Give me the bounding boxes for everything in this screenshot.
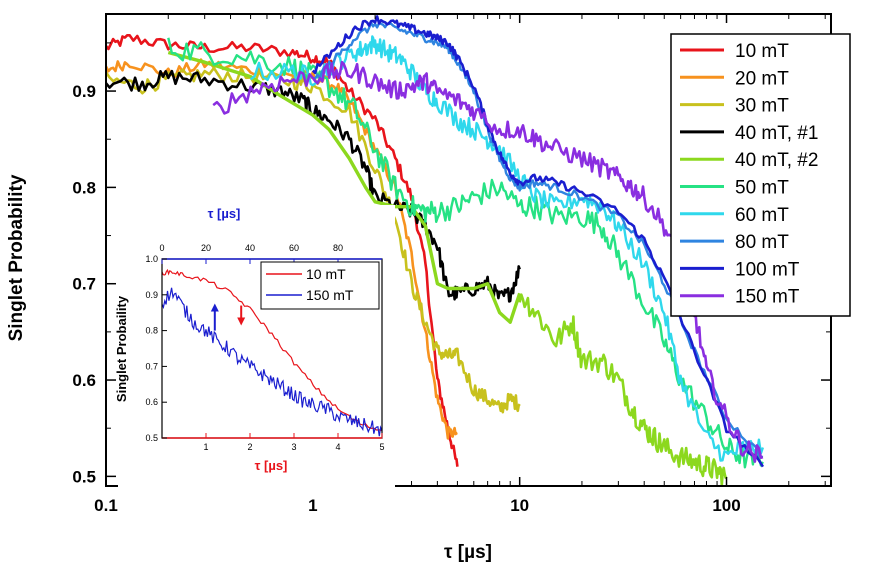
legend-label-20-mt: 20 mT bbox=[735, 68, 789, 89]
inset-series-line-150-mt bbox=[161, 287, 383, 437]
inset-x-top-tick-label: 80 bbox=[333, 243, 343, 253]
main-legend: 10 mT 20 mT 30 mT 40 mT, #1 40 mT, #2 50 mT 60… bbox=[670, 33, 851, 317]
inset-arrow-up-head bbox=[210, 303, 219, 312]
inset-arrow-down-head bbox=[237, 317, 246, 326]
inset-y-tick-label: 0.6 bbox=[145, 397, 158, 407]
main-x-axis-title: τ [µs] bbox=[444, 542, 492, 563]
inset-chart: 1 2 3 4 50 20 40 60 800.50.60.70.80.91.0 τ [µs] … bbox=[114, 205, 395, 488]
series-line-30-mt bbox=[104, 66, 521, 414]
series-line-40-mt-2 bbox=[167, 50, 522, 324]
inset-legend: 10 mT 150 mT bbox=[260, 261, 380, 310]
y-tick-label: 0.7 bbox=[72, 275, 96, 294]
series-line-80-mt bbox=[312, 21, 764, 459]
legend-label-100-mt: 100 mT bbox=[735, 259, 800, 280]
inset-top-axis-title: τ [µs] bbox=[208, 206, 241, 221]
x-tick-label: 10 bbox=[510, 496, 529, 515]
inset-y-tick-label: 0.7 bbox=[145, 361, 158, 371]
legend-label-30-mt: 30 mT bbox=[735, 96, 789, 117]
y-tick-label: 0.9 bbox=[72, 82, 96, 101]
series-line-40-mt-2-long bbox=[518, 293, 728, 487]
legend-label-80-mt: 80 mT bbox=[735, 232, 789, 253]
series-line-100-mt bbox=[311, 15, 765, 468]
inset-y-tick-label: 0.5 bbox=[145, 433, 158, 443]
y-tick-label: 0.8 bbox=[72, 178, 96, 197]
inset-x-bottom-tick-label: 4 bbox=[335, 442, 340, 452]
inset-y-tick-label: 0.8 bbox=[145, 326, 158, 336]
series-line-20-mt bbox=[104, 58, 458, 440]
legend-label-40-mt-2: 40 mT, #2 bbox=[735, 150, 818, 171]
inset-y-axis-title: Singlet Probaility bbox=[114, 295, 129, 402]
inset-x-top-tick-label: 60 bbox=[289, 243, 299, 253]
legend-label-10-mt: 10 mT bbox=[735, 41, 789, 62]
inset-series-line-10-mt bbox=[161, 268, 383, 432]
legend-label-150-mt: 150 mT bbox=[735, 287, 800, 308]
inset-x-bottom-tick-label: 5 bbox=[379, 442, 384, 452]
y-tick-label: 0.5 bbox=[72, 467, 96, 486]
legend-label-40-mt-1: 40 mT, #1 bbox=[735, 123, 818, 144]
inset-x-top-tick-label: 0 bbox=[159, 243, 164, 253]
inset-x-bottom-tick-label: 3 bbox=[291, 442, 296, 452]
inset-background bbox=[118, 205, 395, 488]
series-line-60-mt bbox=[249, 35, 765, 462]
inset-y-tick-label: 1.0 bbox=[145, 254, 158, 264]
x-tick-label: 100 bbox=[712, 496, 740, 515]
x-tick-label: 1 bbox=[308, 496, 317, 515]
legend-label-50-mt: 50 mT bbox=[735, 178, 789, 199]
inset-legend-label-150-mt: 150 mT bbox=[306, 287, 354, 303]
x-tick-label: 0.1 bbox=[94, 496, 118, 515]
inset-x-bottom-tick-label: 1 bbox=[203, 442, 208, 452]
inset-x-top-tick-label: 40 bbox=[245, 243, 255, 253]
inset-x-top-tick-label: 20 bbox=[201, 243, 211, 253]
inset-x-bottom-tick-label: 2 bbox=[247, 442, 252, 452]
inset-legend-box bbox=[260, 261, 380, 310]
y-tick-label: 0.6 bbox=[72, 371, 96, 390]
series-line-50-mt bbox=[167, 37, 764, 469]
inset-y-tick-label: 0.9 bbox=[145, 290, 158, 300]
inset-bottom-axis-title: τ [µs] bbox=[255, 458, 288, 473]
legend-label-60-mt: 60 mT bbox=[735, 205, 789, 226]
main-y-axis-title: Singlet Probability bbox=[6, 174, 27, 341]
inset-legend-label-10-mt: 10 mT bbox=[306, 266, 346, 282]
